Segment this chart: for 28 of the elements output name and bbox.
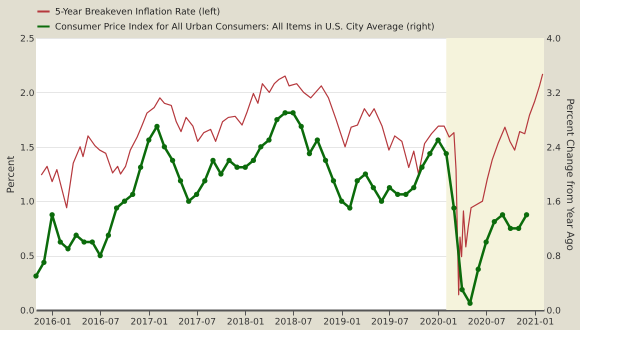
x-tick-label: 2020-07 [468,318,506,328]
y-tick-label: 2.5 [20,34,34,44]
x-tick-label: 2018-01 [226,318,265,328]
y2-axis-title: Percent Change from Year Ago [564,98,575,251]
x-tick-label: 2019-01 [323,318,361,328]
y-tick-label: 1.0 [20,198,35,208]
x-tick-label: 2021-01 [516,318,554,328]
y2-tick-label: 1.6 [546,198,562,208]
y2-tick-label: 0.0 [546,306,562,316]
y-tick-label: 2.0 [20,88,35,99]
x-tick-label: 2019-07 [371,318,409,328]
x-tick-label: 2016-01 [34,318,72,328]
x-tick-label: 2020-01 [420,318,458,328]
y-tick-label: 1.5 [20,143,34,154]
y2-tick-label: 0.8 [546,252,562,262]
y-tick-label: 0.0 [20,306,35,316]
x-tick-label: 2017-01 [130,318,168,328]
x-tick-label: 2017-07 [178,318,216,328]
y2-tick-label: 4.0 [546,34,562,44]
legend-label: 5-Year Breakeven Inflation Rate (left) [55,8,220,18]
x-tick-label: 2016-07 [82,318,120,328]
legend-label: Consumer Price Index for All Urban Consumers: All Items in U.S. City Average (right) [55,22,435,32]
y2-tick-label: 3.2 [546,88,561,99]
y2-tick-label: 2.4 [546,143,562,154]
x-tick-label: 2018-07 [274,318,312,328]
y-axis-title: Percent [6,156,18,194]
y-tick-label: 0.5 [20,252,34,262]
line-series [40,73,544,296]
